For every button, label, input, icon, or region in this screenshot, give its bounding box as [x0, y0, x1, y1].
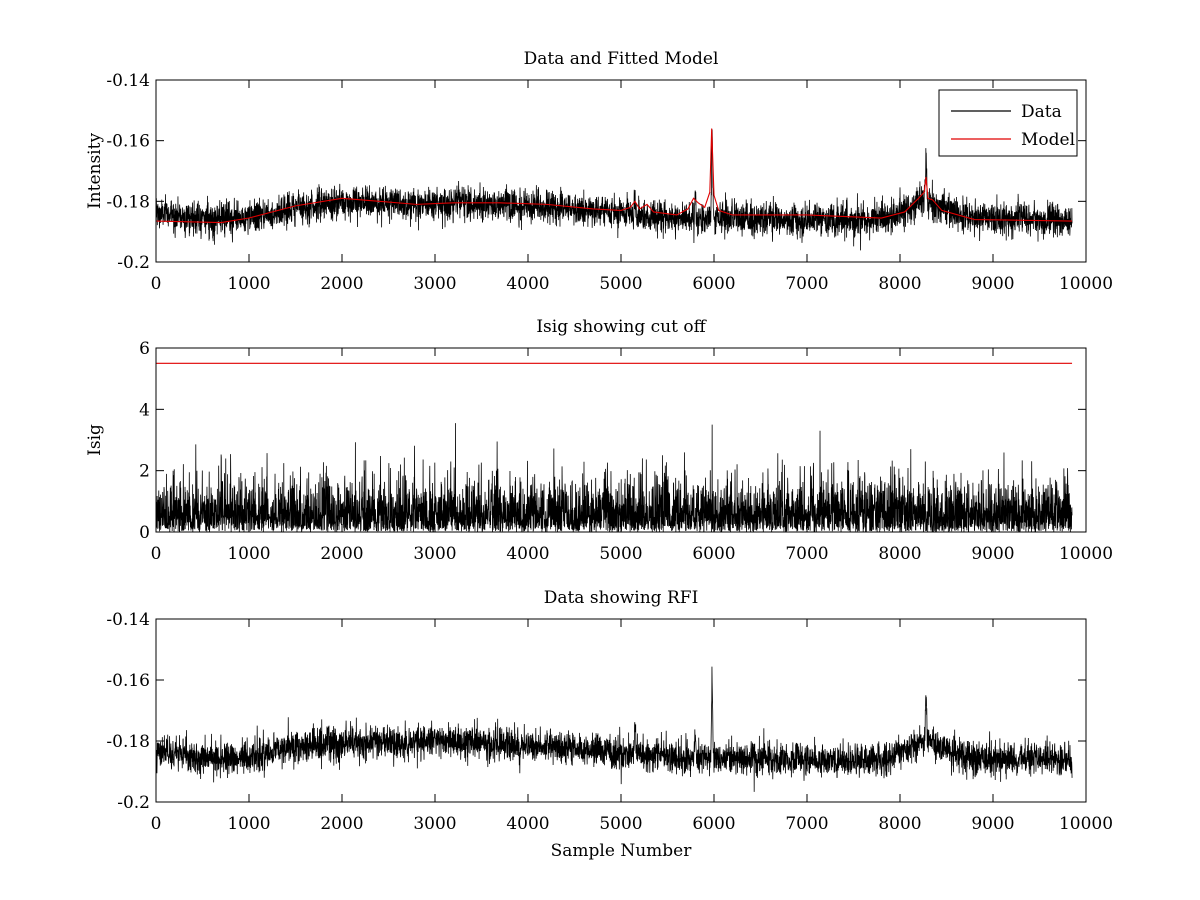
- x-tick-label: 5000: [599, 544, 642, 564]
- x-tick-label: 4000: [506, 814, 549, 834]
- x-tick-label: 5000: [599, 274, 642, 294]
- y-tick-label: 4: [139, 400, 150, 420]
- x-tick-label: 9000: [971, 274, 1014, 294]
- x-tick-label: 6000: [692, 544, 735, 564]
- series-line-model: [156, 128, 1073, 224]
- x-tick-label: 9000: [971, 814, 1014, 834]
- y-tick-label: 0: [139, 523, 150, 543]
- x-axis-label: Sample Number: [551, 841, 693, 861]
- x-tick-label: 6000: [692, 274, 735, 294]
- y-tick-label: -0.18: [106, 192, 150, 212]
- x-tick-label: 9000: [971, 544, 1014, 564]
- x-tick-label: 7000: [785, 274, 828, 294]
- x-tick-label: 8000: [878, 274, 921, 294]
- chart-title: Data showing RFI: [544, 588, 699, 608]
- x-tick-label: 2000: [320, 274, 363, 294]
- legend-entry: Data: [1021, 102, 1062, 122]
- y-tick-label: -0.16: [106, 671, 150, 691]
- y-tick-label: 6: [139, 339, 150, 359]
- x-tick-label: 7000: [785, 544, 828, 564]
- subplot-1: 0 1000 2000 3000 4000 5000 6000 7000 8000 9000 100…: [85, 49, 1113, 294]
- subplots: 0 1000 2000 3000 4000 5000 6000 7000 8000 9000 100…: [85, 49, 1113, 861]
- legend: Data Model: [938, 89, 1078, 157]
- x-tick-label: 4000: [506, 544, 549, 564]
- x-tick-label: 3000: [413, 274, 456, 294]
- plot-area: [156, 362, 1073, 532]
- y-tick-label: 2: [139, 462, 150, 482]
- series-line-data: [156, 129, 1073, 251]
- x-tick-label: 2000: [320, 814, 363, 834]
- x-tick-label: 10000: [1059, 544, 1113, 564]
- x-tick-label: 2000: [320, 544, 363, 564]
- subplot-2: 0 1000 2000 3000 4000 5000 6000 7000 8000 9000 100…: [85, 317, 1113, 564]
- x-tick-label: 8000: [878, 544, 921, 564]
- x-tick-label: 1000: [227, 544, 270, 564]
- x-tick-label: 7000: [785, 814, 828, 834]
- plot-area: [156, 666, 1073, 792]
- x-tick-label: 5000: [599, 814, 642, 834]
- y-tick-label: -0.2: [117, 793, 150, 813]
- legend-box: [938, 89, 1078, 157]
- y-axis-label: Intensity: [85, 133, 105, 209]
- x-tick-label: 8000: [878, 814, 921, 834]
- y-tick-label: -0.18: [106, 732, 150, 752]
- x-tick-label: 4000: [506, 274, 549, 294]
- y-tick-label: -0.16: [106, 132, 150, 152]
- y-tick-label: -0.2: [117, 253, 150, 273]
- chart-title: Data and Fitted Model: [524, 49, 719, 69]
- y-tick-label: -0.14: [106, 610, 150, 630]
- x-tick-label: 3000: [413, 544, 456, 564]
- chart-title: Isig showing cut off: [536, 317, 707, 337]
- subplot-3: 0 1000 2000 3000 4000 5000 6000 7000 8000 9000 100…: [106, 588, 1113, 861]
- x-tick-label: 10000: [1059, 814, 1113, 834]
- x-tick-label: 1000: [227, 814, 270, 834]
- y-tick-label: -0.14: [106, 71, 150, 91]
- x-tick-label: 0: [151, 274, 162, 294]
- x-tick-label: 6000: [692, 814, 735, 834]
- y-axis-label: Isig: [85, 424, 105, 456]
- legend-entry: Model: [1021, 130, 1075, 150]
- x-tick-label: 1000: [227, 274, 270, 294]
- series-line-trace: [156, 666, 1073, 792]
- x-tick-label: 0: [151, 544, 162, 564]
- x-tick-label: 0: [151, 814, 162, 834]
- series-line-trace: [156, 423, 1073, 532]
- x-tick-label: 10000: [1059, 274, 1113, 294]
- plot-area: [156, 128, 1073, 251]
- x-tick-label: 3000: [413, 814, 456, 834]
